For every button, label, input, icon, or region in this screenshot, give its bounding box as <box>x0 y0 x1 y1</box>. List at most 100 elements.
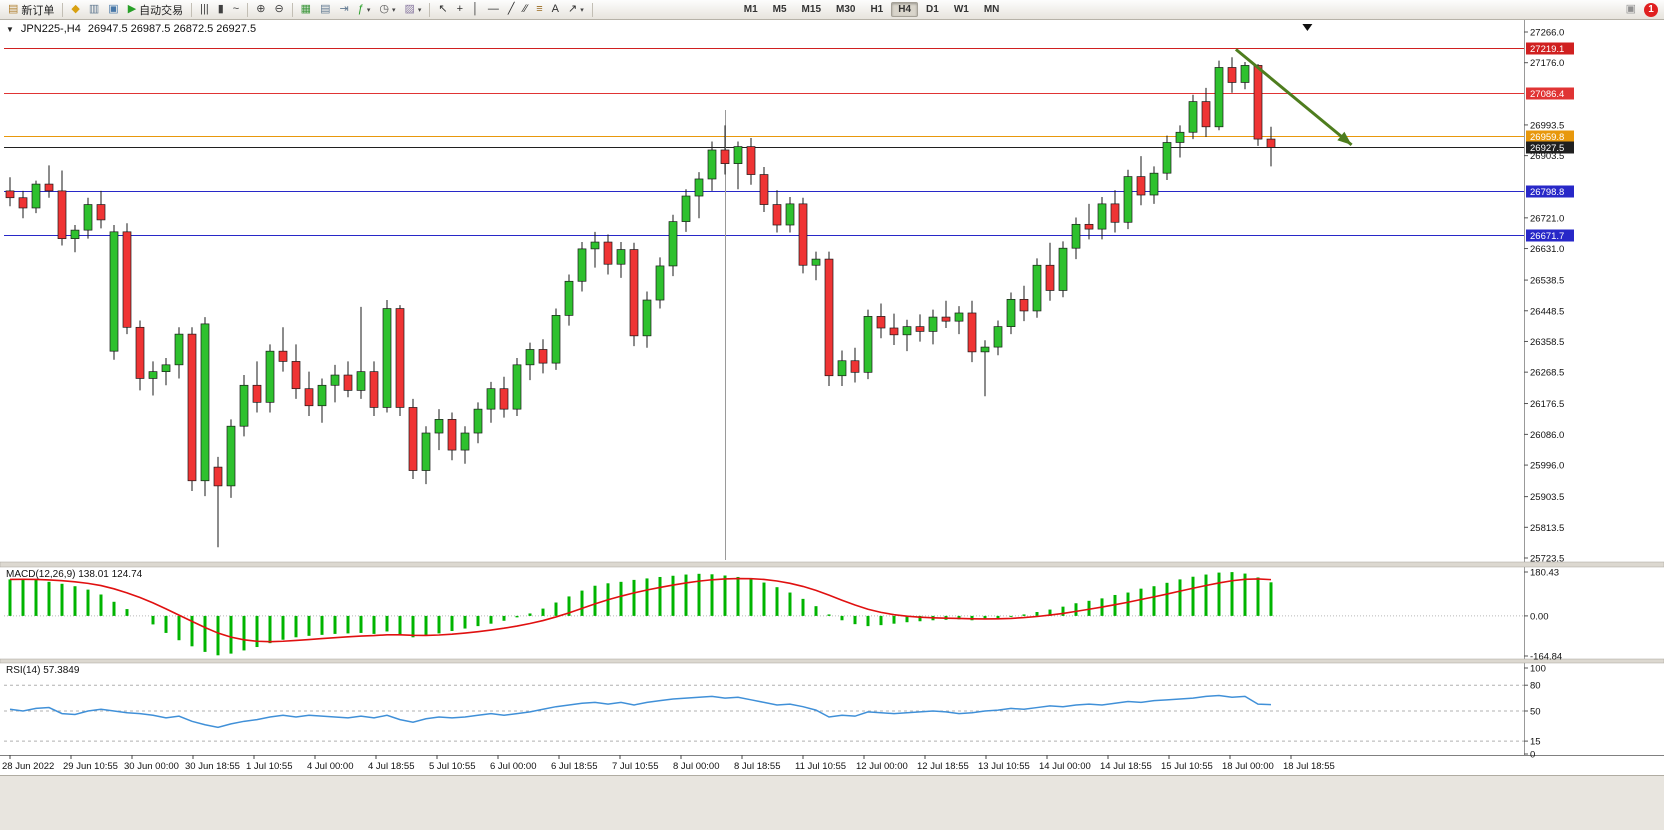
candle-up <box>200 323 210 482</box>
price-axis-label: 26448.5 <box>1530 306 1564 317</box>
fibonacci-button[interactable]: ≡ <box>532 0 546 19</box>
candle-up <box>265 350 275 403</box>
candle-up <box>980 346 990 353</box>
price-axis-label: 26993.5 <box>1530 120 1564 131</box>
timeframe-h4-button[interactable]: H4 <box>891 2 919 17</box>
time-axis-label: 29 Jun 10:55 <box>63 761 118 772</box>
candle-down <box>499 388 509 410</box>
trendline-button[interactable]: ╱ <box>504 0 519 19</box>
timeframe-m5-button[interactable]: M5 <box>772 4 787 15</box>
metaquotes-app-button[interactable]: ◆ <box>67 0 83 19</box>
zoom-out-button[interactable]: ⊖ <box>270 0 287 19</box>
templates-button[interactable]: ▨ ▾ <box>400 0 425 19</box>
autotrading-button[interactable]: ▶ 自动交易 <box>124 0 187 19</box>
scroll-marker-icon[interactable] <box>1302 24 1313 31</box>
new-order-button[interactable]: ▤ 新订单 <box>4 0 58 19</box>
toolbar-separator <box>247 2 249 17</box>
metaquotes-app-icon: ◆ <box>71 3 80 15</box>
indicators-icon: ƒ <box>357 3 364 15</box>
candle-up <box>1162 142 1172 174</box>
candle-down <box>122 231 132 328</box>
price-axis-label: 26176.5 <box>1530 399 1564 410</box>
horizontal-line-button[interactable]: — <box>484 0 503 19</box>
timeframe-mn-button[interactable]: MN <box>983 4 1000 15</box>
time-axis-label: 15 Jul 10:55 <box>1161 761 1213 772</box>
timeframe-m15-button[interactable]: M15 <box>801 4 821 15</box>
candle-up <box>1006 298 1016 327</box>
vertical-line-button[interactable]: │ <box>468 0 483 19</box>
price-axis-label: 27176.0 <box>1530 58 1564 69</box>
candle-down <box>304 388 314 407</box>
timeframe-m1-button[interactable]: M1 <box>743 4 758 15</box>
tile-windows-button[interactable]: ▦ <box>297 0 315 19</box>
time-axis-label: 14 Jul 18:55 <box>1100 761 1152 772</box>
autotrading-icon: ▶ <box>127 3 137 15</box>
new-chart-button[interactable]: ▣ <box>104 0 122 19</box>
templates-icon: ▨ <box>404 3 415 15</box>
collapse-triangle-icon[interactable]: ▼ <box>6 24 14 34</box>
time-axis-label: 30 Jun 18:55 <box>185 761 240 772</box>
price-axis-label: 25723.5 <box>1530 554 1564 565</box>
candle-up <box>616 249 626 265</box>
candle-up <box>1149 172 1159 196</box>
toolbar-separator <box>191 2 193 17</box>
candle-up <box>460 432 470 451</box>
time-scale[interactable]: 28 Jun 2022 29 Jun 10:55 30 Jun 00:00 30 Ju… <box>2 755 1335 772</box>
auto-arrange-button[interactable]: ▤ <box>316 0 334 19</box>
timeframe-d1-button[interactable]: D1 <box>926 4 939 15</box>
time-axis-label: 4 Jul 00:00 <box>307 761 353 772</box>
timeframe-w1-button[interactable]: W1 <box>953 4 969 15</box>
price-axis-label: 25903.5 <box>1530 492 1564 503</box>
toolbar-separator <box>429 2 431 17</box>
candle-down <box>941 316 951 322</box>
timeframe-m30-button[interactable]: M30 <box>836 4 856 15</box>
market-watch-toggle-button[interactable]: ▣ <box>1622 0 1640 19</box>
candle-down <box>213 466 223 487</box>
timeframe-h1-button[interactable]: H1 <box>870 4 884 15</box>
price-scale[interactable]: 27266.0 27176.0 26993.5 26903.5 26721.0 26631… <box>1524 28 1564 565</box>
periods-button[interactable]: ◷ ▾ <box>375 0 399 19</box>
candle-down <box>824 258 834 377</box>
chevron-down-icon: ▾ <box>580 6 584 14</box>
candle-up <box>785 203 795 226</box>
price-axis-label: 25813.5 <box>1530 523 1564 534</box>
new-order-icon: ▤ <box>8 3 19 15</box>
candle-up <box>1123 176 1133 223</box>
time-axis-label: 12 Jul 00:00 <box>856 761 908 772</box>
trend-arrow[interactable] <box>1234 48 1353 147</box>
line-chart-mode-button[interactable]: ~ <box>229 0 243 19</box>
candle-up <box>161 364 171 372</box>
panel-splitter-rsi[interactable] <box>0 658 1664 664</box>
cursor-button[interactable]: ↖ <box>434 0 451 19</box>
price-axis-label: 27266.0 <box>1530 28 1564 39</box>
candle-down <box>1266 138 1276 148</box>
zoom-in-button[interactable]: ⊕ <box>252 0 269 19</box>
notification-badge[interactable]: 1 <box>1644 2 1658 17</box>
candle-up <box>733 146 743 164</box>
candle-down <box>5 190 15 199</box>
candle-up <box>668 221 678 267</box>
text-label-button[interactable]: A <box>548 0 563 19</box>
toolbar: ▤ 新订单 ◆ ▥ ▣ ▶ 自动交易 ||| ▮ ~ ⊕ ⊖ ▦ ▤ ⇥ ƒ ▾ ◷ ▾ ▨ ▾ ↖ + │ — ╱ ∕∕ ≡ A ↗ ▾ M… <box>0 0 1664 20</box>
equidistant-channel-button[interactable]: ∕∕ <box>520 0 532 19</box>
time-axis-label: 1 Jul 10:55 <box>246 761 292 772</box>
candle-down <box>1136 176 1146 196</box>
indicators-button[interactable]: ƒ ▾ <box>354 0 375 19</box>
candle-up <box>486 388 496 410</box>
panel-splitter-macd[interactable] <box>0 561 1664 568</box>
chart-shift-button[interactable]: ⇥ <box>335 0 352 19</box>
crosshair-button[interactable]: + <box>453 0 467 19</box>
candle-up <box>356 371 366 391</box>
periods-icon: ◷ <box>379 3 389 15</box>
candlestick-mode-button[interactable]: ▮ <box>214 0 228 19</box>
arrows-tool-button[interactable]: ↗ ▾ <box>564 0 588 19</box>
candle-up <box>551 315 561 364</box>
bar-chart-mode-button[interactable]: ||| <box>196 0 213 19</box>
data-window-button[interactable]: ▥ <box>85 0 103 19</box>
time-axis-label: 5 Jul 10:55 <box>429 761 475 772</box>
candle-up <box>863 316 873 373</box>
time-axis-label: 7 Jul 10:55 <box>612 761 658 772</box>
candle-up <box>109 231 119 352</box>
candle-up <box>590 241 600 250</box>
